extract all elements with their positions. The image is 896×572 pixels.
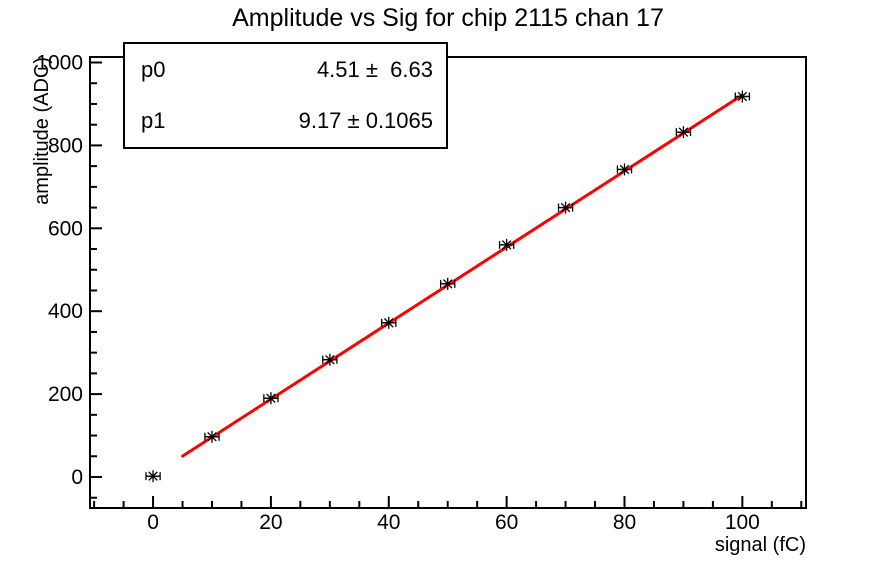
data-point[interactable] (204, 430, 220, 443)
y-tick-label: 1000 (36, 52, 83, 75)
data-point[interactable] (263, 392, 279, 405)
data-point[interactable] (498, 238, 515, 251)
param-p0-value: 4.51 ± 6.63 (316, 56, 433, 82)
data-point[interactable] (381, 316, 397, 329)
y-tick-label: 400 (48, 300, 83, 323)
data-point[interactable] (675, 126, 692, 139)
axis-ticks (90, 61, 803, 508)
fit-stats-box[interactable]: p0 4.51 ± 6.63 p1 9.17 ± 0.1065 (123, 42, 448, 149)
data-point[interactable] (734, 90, 751, 103)
param-p1-name: p1 (141, 108, 166, 134)
y-tick-label: 800 (48, 134, 83, 157)
x-axis-title: signal (fC) (714, 534, 806, 556)
y-tick-label: 200 (48, 383, 83, 406)
x-tick-label: 20 (259, 511, 282, 534)
x-tick-label: 60 (495, 511, 518, 534)
y-tick-label: 0 (71, 466, 83, 489)
x-tick-label: 80 (613, 511, 636, 534)
data-point[interactable] (616, 163, 633, 176)
fit-line[interactable] (181, 93, 744, 458)
y-tick-label: 600 (48, 217, 83, 240)
data-point[interactable] (557, 201, 574, 214)
param-p1-value: 9.17 ± 0.1065 (298, 108, 433, 134)
data-point[interactable] (322, 353, 338, 366)
x-tick-label: 100 (725, 511, 760, 534)
x-tick-label: 0 (147, 511, 159, 534)
stat-row-p0: p0 4.51 ± 6.63 (125, 44, 446, 96)
data-point[interactable] (145, 470, 161, 483)
stat-row-p1: p1 9.17 ± 0.1065 (125, 96, 446, 148)
x-tick-label: 40 (377, 511, 400, 534)
data-point[interactable] (439, 277, 456, 290)
param-p0-name: p0 (141, 56, 166, 82)
chart-title: Amplitude vs Sig for chip 2115 chan 17 (232, 4, 664, 32)
